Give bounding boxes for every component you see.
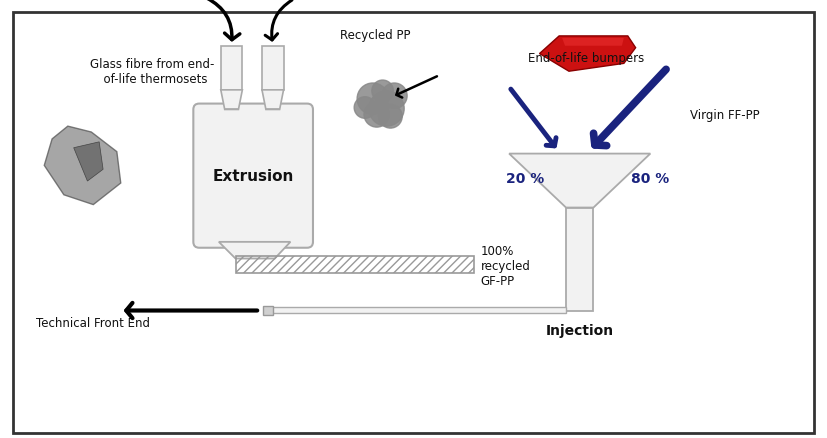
Text: Recycled PP: Recycled PP [341,29,411,42]
Text: End-of-life bumpers: End-of-life bumpers [528,52,644,64]
Polygon shape [219,242,290,259]
Circle shape [372,81,394,102]
Text: Injection: Injection [546,323,614,337]
Text: 20 %: 20 % [505,172,544,186]
FancyBboxPatch shape [194,104,313,248]
Text: Virgin FF-PP: Virgin FF-PP [690,109,759,122]
Polygon shape [221,91,242,110]
Polygon shape [74,142,103,182]
Text: Technical Front End: Technical Front End [36,316,151,329]
Circle shape [364,102,390,128]
Bar [236,256,474,274]
Polygon shape [539,37,636,72]
Bar [262,46,284,91]
Text: 80 %: 80 % [631,172,670,186]
Circle shape [381,84,407,109]
Bar [268,307,566,314]
Bar [221,46,242,91]
Bar [566,208,594,311]
Circle shape [357,84,389,115]
Bar [263,306,273,316]
Text: Extrusion: Extrusion [213,168,294,183]
Circle shape [354,98,375,119]
Polygon shape [562,39,624,46]
Text: 100%
recycled
GF-PP: 100% recycled GF-PP [480,244,531,287]
Polygon shape [45,127,121,205]
Text: Glass fibre from end-
  of-life thermosets: Glass fibre from end- of-life thermosets [90,58,214,86]
Circle shape [369,92,404,127]
Polygon shape [509,154,650,208]
Circle shape [379,105,402,129]
Polygon shape [262,91,284,110]
